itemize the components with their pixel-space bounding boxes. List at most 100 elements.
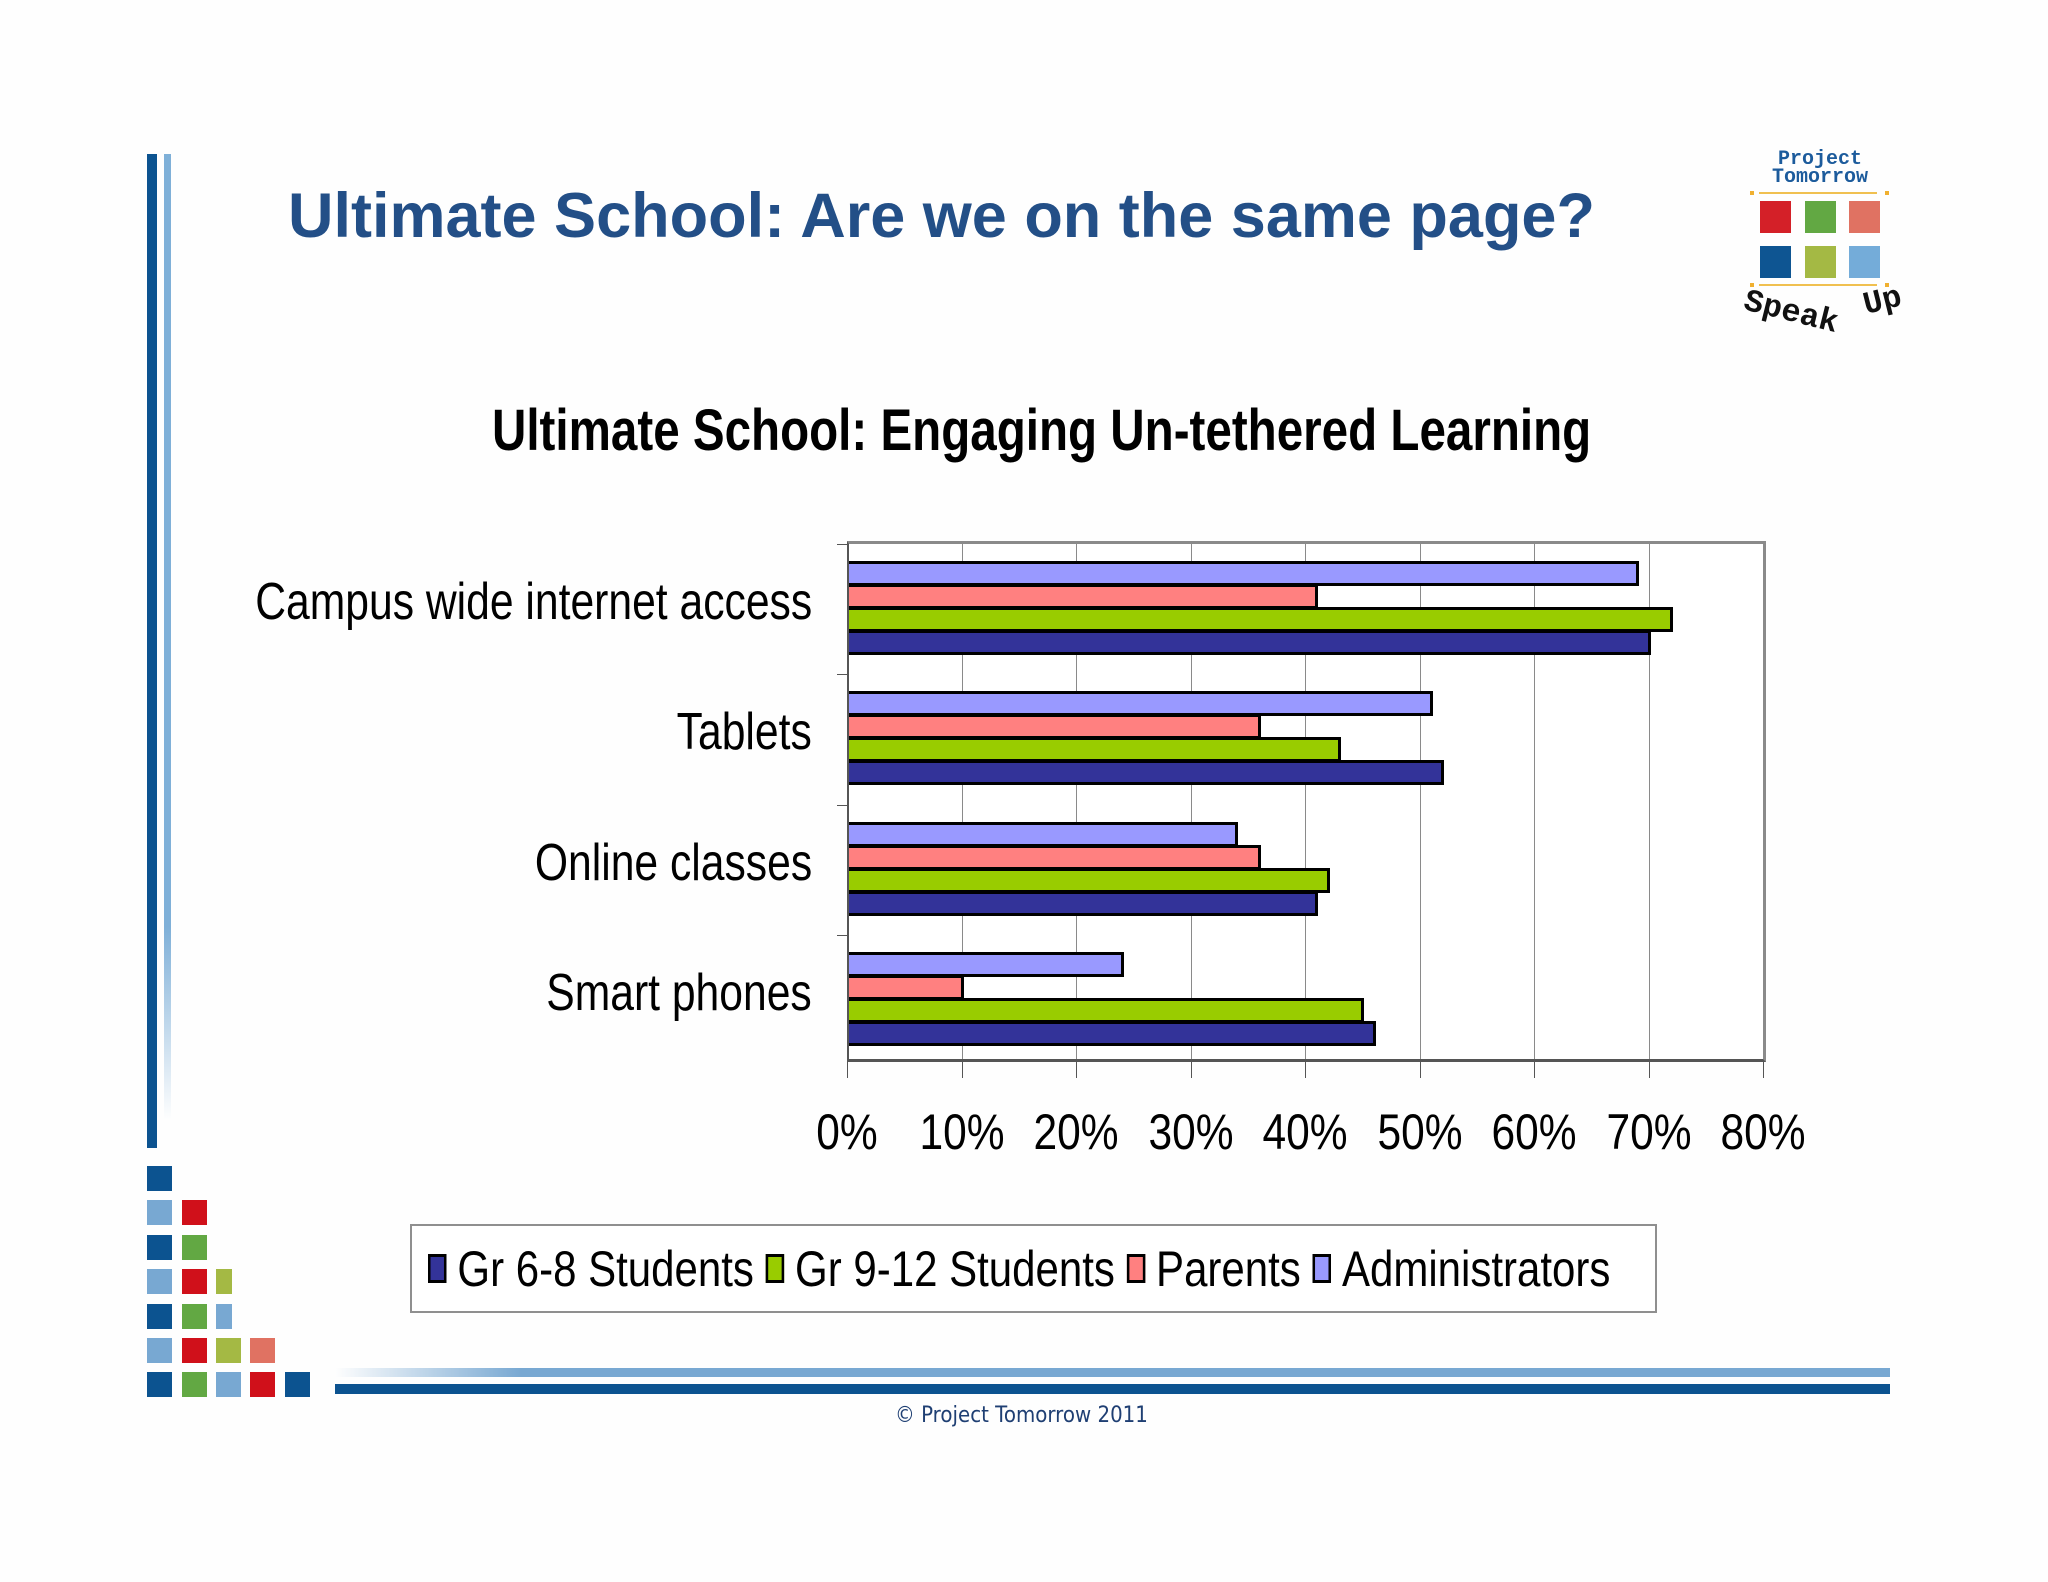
logo-dot-icon xyxy=(1750,283,1754,287)
x-tick-label: 50% xyxy=(1376,1104,1463,1160)
x-tick xyxy=(1534,1062,1535,1078)
decor-square xyxy=(147,1166,172,1191)
slide-title: Ultimate School: Are we on the same page… xyxy=(288,181,1595,251)
bar-gr-9-12-students xyxy=(849,997,1365,1023)
logo-dot-icon xyxy=(1885,191,1889,195)
legend-item: Gr 6-8 Students xyxy=(428,1241,754,1297)
bar-gr-6-8-students xyxy=(849,890,1319,916)
logo-square xyxy=(1849,246,1880,278)
decor-square xyxy=(147,1338,172,1363)
bar-administrators xyxy=(849,951,1124,977)
bar-gr-9-12-students xyxy=(849,867,1330,893)
decor-square xyxy=(216,1304,232,1329)
logo-speak-word: Speak xyxy=(1739,282,1843,342)
gridline xyxy=(961,544,963,1059)
x-tick xyxy=(1190,1062,1192,1078)
bar-administrators xyxy=(849,821,1239,847)
x-tick xyxy=(1305,1062,1306,1078)
logo-rule-bottom xyxy=(1759,284,1877,286)
logo-square xyxy=(1849,201,1880,233)
logo-square xyxy=(1760,246,1791,278)
x-tick xyxy=(1419,1062,1421,1078)
y-tick xyxy=(837,674,847,676)
x-tick xyxy=(1763,1062,1764,1078)
x-tick-label: 10% xyxy=(918,1104,1005,1160)
logo-dot-icon xyxy=(1750,191,1754,195)
legend-swatch-icon xyxy=(1126,1254,1146,1283)
y-tick xyxy=(837,804,847,806)
logo-square xyxy=(1760,201,1791,233)
project-tomorrow-logo: Project Tomorrow Speak Up xyxy=(1740,140,1906,342)
bar-parents xyxy=(849,844,1262,870)
bar-administrators xyxy=(849,691,1433,717)
gridline xyxy=(1534,544,1535,1059)
legend-item: Gr 9-12 Students xyxy=(765,1240,1115,1297)
bar-parents xyxy=(849,584,1319,609)
category-label: Tablets xyxy=(676,703,812,762)
footer-accent-bar-light xyxy=(335,1368,1890,1377)
decor-square xyxy=(147,1235,172,1260)
logo-square xyxy=(1805,201,1836,233)
x-tick-label: 40% xyxy=(1262,1104,1348,1160)
logo-line-project: Project xyxy=(1777,148,1862,171)
decor-square xyxy=(182,1200,207,1225)
x-tick xyxy=(847,1062,848,1078)
decor-square xyxy=(250,1338,275,1363)
legend-swatch-icon xyxy=(1312,1254,1332,1283)
footer-accent-bar-dark xyxy=(335,1384,1890,1394)
logo-speak-up: Speak Up xyxy=(1740,279,1906,342)
gridline xyxy=(1648,544,1650,1059)
gridline xyxy=(1419,544,1421,1059)
y-tick xyxy=(837,544,847,545)
decor-square xyxy=(216,1338,241,1363)
x-tick xyxy=(1648,1062,1650,1078)
decor-square xyxy=(147,1269,172,1294)
bar-gr-6-8-students xyxy=(849,1020,1376,1046)
gridline xyxy=(1076,544,1077,1059)
x-tick-label: 60% xyxy=(1491,1104,1577,1160)
legend-label: Gr 9-12 Students xyxy=(795,1240,1115,1297)
legend-label: Parents xyxy=(1156,1240,1301,1297)
category-label: Smart phones xyxy=(546,963,812,1022)
decor-square xyxy=(182,1269,207,1294)
logo-rule-top xyxy=(1759,192,1877,194)
bar-gr-9-12-students xyxy=(849,737,1342,763)
logo-line-tomorrow: Tomorrow xyxy=(1771,166,1868,189)
legend-swatch-icon xyxy=(428,1254,447,1283)
bar-gr-6-8-students xyxy=(849,760,1445,786)
gridline xyxy=(1305,544,1306,1059)
category-label: Campus wide internet access xyxy=(255,573,812,632)
chart-legend: Gr 6-8 Students Gr 9-12 Students Parents Ad… xyxy=(410,1224,1657,1313)
left-accent-bar-dark xyxy=(147,154,157,1148)
decor-square xyxy=(147,1372,172,1397)
decor-square xyxy=(147,1304,172,1329)
decor-square xyxy=(182,1304,207,1329)
legend-label: Administrators xyxy=(1341,1240,1611,1297)
plot-area xyxy=(837,541,1766,1062)
y-tick xyxy=(837,934,847,936)
legend-item: Administrators xyxy=(1312,1240,1611,1297)
x-tick-label: 80% xyxy=(1720,1104,1806,1160)
logo-dot-icon xyxy=(1885,283,1889,287)
logo-square xyxy=(1805,246,1836,278)
decor-square xyxy=(216,1269,232,1294)
decor-square xyxy=(182,1338,207,1363)
logo-up-word: Up xyxy=(1859,278,1906,324)
bar-administrators xyxy=(849,561,1640,586)
decor-square xyxy=(216,1372,241,1397)
bar-gr-6-8-students xyxy=(849,630,1651,655)
x-tick-label: 20% xyxy=(1033,1104,1119,1160)
gridline xyxy=(1190,544,1192,1059)
decor-square xyxy=(285,1372,310,1397)
legend-item: Parents xyxy=(1126,1240,1301,1297)
bar-gr-9-12-students xyxy=(849,607,1674,632)
decor-square xyxy=(182,1235,207,1260)
chart-title: Ultimate School: Engaging Un-tethered Le… xyxy=(492,398,1592,463)
x-tick-label: 0% xyxy=(816,1104,878,1160)
copyright-text: © Project Tomorrow 2011 xyxy=(895,1403,1148,1428)
decor-square xyxy=(182,1372,207,1397)
decor-square xyxy=(147,1200,172,1225)
x-tick xyxy=(1076,1062,1077,1078)
bar-parents xyxy=(849,714,1262,740)
x-tick-label: 70% xyxy=(1605,1104,1692,1160)
